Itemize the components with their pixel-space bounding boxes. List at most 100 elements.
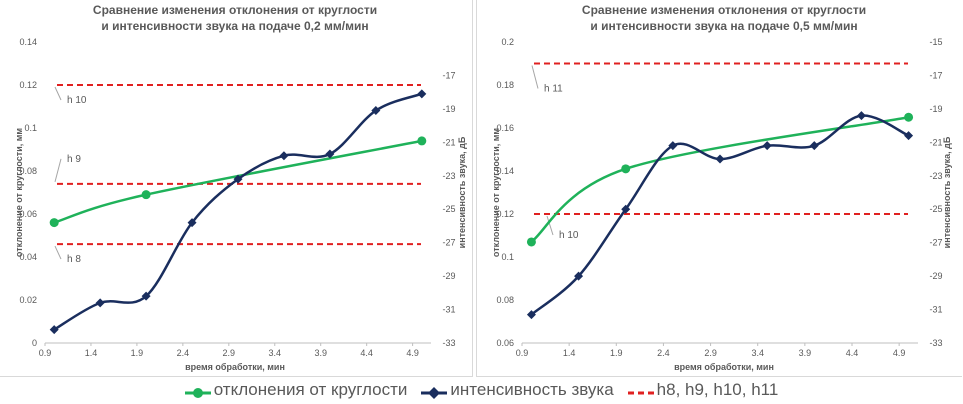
chart2-y2-tick-label: -17 <box>929 70 942 80</box>
chart1-x-tick-label: 1.9 <box>131 348 144 358</box>
chart2-y-tick-label: 0.2 <box>501 37 514 47</box>
chart1-x-tick-label: 3.4 <box>269 348 282 358</box>
chart1-roundness-point <box>417 136 427 146</box>
chart2-x-tick-label: 2.9 <box>704 348 717 358</box>
chart2-sound-point <box>809 141 819 151</box>
legend-item-tolerance: h8, h9, h10, h11 <box>627 380 779 400</box>
chart2-y-tick-label: 0.18 <box>496 80 514 90</box>
chart1-y2-tick-label: -31 <box>442 305 455 315</box>
legend-label-sound: интенсивность звука <box>450 380 614 399</box>
chart1-x-tick-label: 2.9 <box>223 348 236 358</box>
chart2-y2-tick-label: -21 <box>929 137 942 147</box>
chart2-sound-series-line <box>530 114 910 316</box>
legend-label-tolerance: h8, h9, h10, h11 <box>656 380 779 399</box>
legend-item-sound: интенсивность звука <box>421 380 614 400</box>
chart1-y2-tick-label: -19 <box>442 104 455 114</box>
chart1-annotation-label: h 8 <box>67 254 81 265</box>
chart2-title-line-2: и интенсивности звука на подаче 0,5 мм/м… <box>590 19 857 33</box>
chart2-annotation-leader <box>546 215 554 236</box>
chart2-y-axis-title: отклонение от круглости, мм <box>491 128 501 257</box>
chart2-x-tick-label: 2.4 <box>657 348 670 358</box>
chart1-title-line-2: и интенсивности звука на подаче 0,2 мм/м… <box>101 19 368 33</box>
chart1-y2-tick-label: -23 <box>442 171 455 181</box>
chart2-y2-tick-label: -33 <box>929 338 942 348</box>
chart2-title-line-1: Сравнение изменения отклонения от кругло… <box>582 3 866 17</box>
chart1-y-tick-label: 0.06 <box>19 209 37 219</box>
chart2-y2-tick-label: -23 <box>929 171 942 181</box>
chart2-x-tick-label: 0.9 <box>516 348 529 358</box>
chart2-x-tick-label: 4.4 <box>846 348 859 358</box>
chart2-y-tick-label: 0.14 <box>496 166 514 176</box>
chart2-x-tick-label: 3.9 <box>799 348 812 358</box>
chart2-annotation-label: h 11 <box>544 84 563 95</box>
chart2-sound-point <box>621 204 631 214</box>
chart1-sound-point <box>325 149 335 159</box>
chart2-roundness-series-line <box>530 116 909 243</box>
chart2-y2-tick-label: -27 <box>929 238 942 248</box>
chart2-y-tick-label: 0.08 <box>496 295 514 305</box>
navy-diamond-line-icon <box>421 384 448 399</box>
chart1-y-axis-title: отклонение от круглости, мм <box>14 128 24 257</box>
red-dashed-line-icon <box>627 384 654 396</box>
chart1-y-tick-label: 0.04 <box>19 252 37 262</box>
chart1-x-tick-label: 4.9 <box>406 348 419 358</box>
chart1-x-tick-label: 4.4 <box>360 348 373 358</box>
chart1-sound-point <box>279 151 289 161</box>
chart1-x-tick-label: 2.4 <box>177 348 190 358</box>
chart1-sound-point <box>417 89 427 99</box>
chart2-roundness-point <box>904 112 914 122</box>
chart1-y-tick-label: 0 <box>32 338 37 348</box>
chart1-annotation-label: h 10 <box>67 95 87 106</box>
chart1-sound-point <box>371 106 381 116</box>
chart2-sound-point <box>668 141 678 151</box>
chart1-y2-tick-label: -17 <box>442 70 455 80</box>
chart2-sound-point <box>526 310 536 320</box>
chart1-annotation-label: h 9 <box>67 154 81 165</box>
chart2-y2-tick-label: -25 <box>929 204 942 214</box>
chart2-y2-axis-title: интенсивность звука, дБ <box>942 136 952 248</box>
chart2-annotation-label: h 10 <box>559 230 579 241</box>
chart1-y-tick-label: 0.12 <box>19 80 37 90</box>
chart2-sound-point <box>762 141 772 151</box>
chart2-y-tick-label: 0.06 <box>496 338 514 348</box>
chart1-y2-tick-label: -25 <box>442 204 455 214</box>
chart1-sound-point <box>187 218 197 228</box>
chart2-roundness-point <box>526 237 536 247</box>
chart1-y2-tick-label: -21 <box>442 137 455 147</box>
legend: отклонения от круглости интенсивность зв… <box>0 378 963 402</box>
chart2-sound-point <box>574 271 584 281</box>
chart2-y2-tick-label: -19 <box>929 104 942 114</box>
chart1-y2-tick-label: -33 <box>442 338 455 348</box>
chart1-annotation-leader <box>54 158 62 183</box>
chart2-x-tick-label: 1.4 <box>563 348 576 358</box>
chart1-sound-series-line <box>53 92 423 331</box>
chart2-x-tick-label: 3.4 <box>751 348 764 358</box>
chart1-x-tick-label: 0.9 <box>39 348 52 358</box>
chart2-x-tick-label: 1.9 <box>610 348 623 358</box>
charts-svg: Сравнение изменения отклонения от кругло… <box>14 3 952 372</box>
chart1-roundness-point <box>141 190 151 200</box>
chart1-y2-tick-label: -29 <box>442 271 455 281</box>
chart2-sound-point <box>904 131 914 141</box>
chart2-y2-tick-label: -15 <box>929 37 942 47</box>
legend-label-roundness: отклонения от круглости <box>213 380 408 399</box>
chart1-sound-point <box>95 298 105 308</box>
chart2-sound-point <box>715 154 725 164</box>
chart1-annotation-leader <box>54 245 62 260</box>
legend-item-roundness: отклонения от круглости <box>184 380 408 400</box>
chart-frame-right <box>476 0 962 377</box>
chart1-y-tick-label: 0.02 <box>19 295 37 305</box>
chart1-y2-tick-label: -27 <box>442 238 455 248</box>
chart1-x-tick-label: 1.4 <box>85 348 98 358</box>
chart1-y-tick-label: 0.1 <box>24 123 37 133</box>
chart1-roundness-series-line <box>53 139 423 224</box>
chart1-sound-point <box>49 325 59 335</box>
chart1-y2-axis-title: интенсивность звука, дБ <box>457 136 467 248</box>
green-circle-line-icon <box>184 384 211 398</box>
chart2-y-tick-label: 0.16 <box>496 123 514 133</box>
chart2-x-tick-label: 4.9 <box>893 348 906 358</box>
chart1-y-tick-label: 0.14 <box>19 37 37 47</box>
chart1-sound-point <box>141 291 151 301</box>
chart2-roundness-point <box>621 164 631 174</box>
chart1-x-axis-title: время обработки, мин <box>185 362 285 372</box>
